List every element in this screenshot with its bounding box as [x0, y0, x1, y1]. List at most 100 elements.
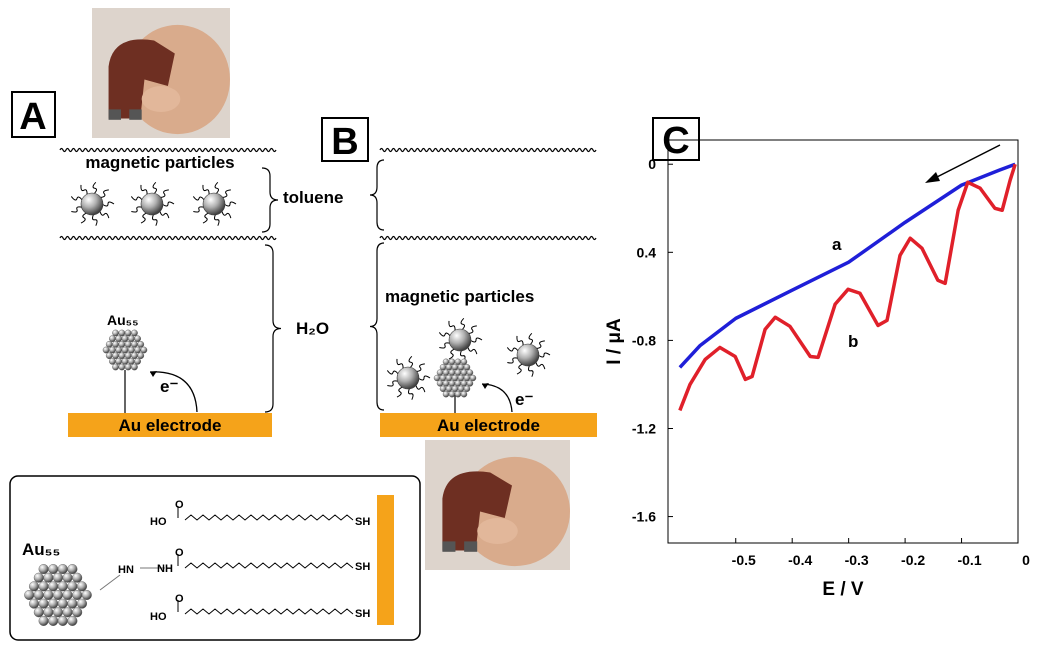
cluster-atom	[72, 573, 82, 583]
cluster-atom	[72, 607, 82, 617]
ligand	[141, 185, 147, 195]
electrode-label: Au electrode	[119, 416, 222, 435]
cluster-atom	[116, 347, 122, 353]
atom-label: HN	[118, 564, 134, 576]
cluster-atom	[116, 358, 122, 364]
interface	[60, 237, 276, 240]
cluster-atom	[58, 599, 68, 609]
atom-label: NH	[157, 563, 173, 575]
ligand	[416, 384, 425, 392]
atom-label: O	[175, 593, 184, 605]
water-label: H₂O	[296, 319, 329, 338]
cluster-atom	[122, 358, 128, 364]
ligand	[416, 364, 425, 372]
ligand	[517, 364, 523, 374]
magnet-pole	[129, 109, 141, 119]
cluster-atom	[440, 386, 446, 392]
cluster-atom	[58, 616, 68, 626]
cluster-atom	[464, 364, 470, 370]
cluster-atom	[119, 341, 125, 347]
electron-label: e⁻	[160, 377, 178, 396]
cluster-atom	[134, 336, 140, 342]
ligand	[224, 202, 236, 206]
atom-label: HO	[150, 611, 167, 623]
cluster-atom	[122, 336, 128, 342]
x-tick-label: 0	[1022, 552, 1030, 568]
ligand	[470, 338, 482, 342]
y-axis-label: I / μA	[604, 318, 625, 365]
cluster-atom	[128, 347, 134, 353]
ligand	[449, 321, 455, 331]
cluster-atom	[458, 364, 464, 370]
panel-label: A	[19, 96, 46, 138]
cluster-atom	[48, 582, 58, 592]
cluster-atom	[443, 391, 449, 397]
ligand	[387, 370, 398, 374]
interface	[380, 237, 596, 240]
ligand	[409, 356, 412, 368]
cluster-atom	[119, 330, 125, 336]
cluster-atom	[449, 359, 455, 365]
cluster-atom	[449, 391, 455, 397]
cluster-atom	[138, 341, 144, 347]
cluster-atom	[77, 582, 87, 592]
ligand	[418, 376, 430, 380]
ligand	[461, 318, 464, 330]
cluster-atom	[29, 582, 39, 592]
cluster-atom	[72, 590, 82, 600]
atom-label: O	[175, 499, 184, 511]
interface	[60, 149, 276, 152]
cluster-atom	[77, 599, 87, 609]
x-tick-label: -0.4	[788, 552, 812, 568]
cluster-atom	[131, 341, 137, 347]
cluster-atom	[112, 353, 118, 359]
cluster-atom	[131, 330, 137, 336]
cluster-atom	[109, 347, 115, 353]
ligand	[397, 387, 403, 397]
ligand	[160, 210, 169, 218]
cluster-atom	[434, 375, 440, 381]
cluster-atom	[131, 364, 137, 370]
x-tick-label: -0.1	[957, 552, 981, 568]
y-tick-label: -0.8	[632, 332, 656, 348]
ligand	[529, 365, 534, 377]
cluster-atom	[63, 573, 73, 583]
particles-label: magnetic particles	[385, 287, 534, 306]
cluster-atom	[452, 386, 458, 392]
page: body { margin: 0; width: 1039px; height:…	[0, 0, 1039, 649]
ligand	[449, 349, 455, 359]
particle	[81, 193, 103, 215]
y-tick-label: -1.2	[632, 420, 656, 436]
ligand	[439, 332, 450, 336]
cluster-atom	[138, 353, 144, 359]
panel-label: C	[662, 120, 689, 162]
particle	[397, 367, 419, 389]
ligand	[536, 341, 545, 349]
interface	[380, 149, 596, 152]
atom-label: SH	[355, 516, 370, 528]
cluster-atom	[48, 616, 58, 626]
ligand	[81, 185, 87, 195]
ligand	[102, 202, 114, 206]
ligand	[468, 326, 477, 334]
cluster-atom	[39, 582, 49, 592]
atom-label: SH	[355, 561, 370, 573]
cluster-atom	[455, 391, 461, 397]
ligand	[131, 196, 142, 200]
alkyl-chain	[185, 563, 353, 568]
ligand	[162, 202, 174, 206]
particle	[141, 193, 163, 215]
cluster-atom	[53, 573, 63, 583]
cluster-atom	[82, 590, 92, 600]
particle	[203, 193, 225, 215]
cluster-atom	[443, 380, 449, 386]
data-line	[680, 164, 1015, 410]
cluster-atom	[128, 358, 134, 364]
cluster-atom	[24, 590, 34, 600]
ligand	[141, 213, 147, 223]
ligand	[468, 346, 477, 354]
cluster-atom	[103, 347, 109, 353]
cluster-atom	[112, 341, 118, 347]
finger	[477, 518, 518, 544]
cluster-atom	[125, 364, 131, 370]
